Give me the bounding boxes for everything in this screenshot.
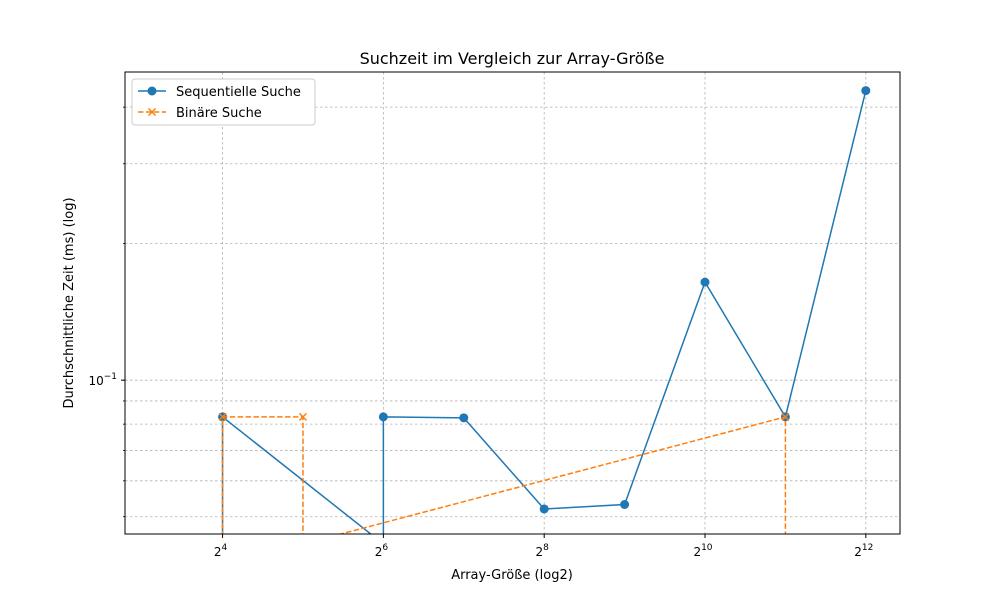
data-point [218, 412, 227, 421]
data-point [861, 86, 871, 96]
y-tick-label: 10−1 [88, 372, 117, 388]
data-point [459, 413, 469, 423]
data-point [700, 277, 710, 287]
x-tick-label: 24 [214, 543, 228, 559]
legend-marker [147, 107, 157, 117]
series-2 [218, 412, 790, 534]
series-line [221, 415, 787, 534]
legend-item: Binäre Suche [138, 106, 262, 121]
grid [125, 72, 900, 534]
legend-label: Binäre Suche [176, 106, 262, 121]
legend-label: Sequentielle Suche [176, 85, 301, 100]
data-point [539, 504, 549, 514]
series-1 [218, 86, 871, 534]
axis-ticks: 24 26 28 210 212 10−1 [88, 106, 873, 559]
legend: Sequentielle Suche Binäre Suche [131, 78, 316, 126]
chart-title: Suchzeit im Vergleich zur Array-Größe [360, 49, 665, 68]
data-point [378, 412, 388, 422]
plot-frame [124, 71, 901, 535]
x-tick-label: 210 [693, 543, 712, 559]
data-point [781, 412, 790, 421]
data-point [298, 412, 308, 421]
x-tick-label: 212 [854, 543, 873, 559]
x-tick-label: 26 [375, 543, 389, 559]
legend-marker [147, 86, 157, 96]
legend-item: Sequentielle Suche [138, 85, 301, 100]
y-axis-label: Durchschnittliche Zeit (ms) (log) [62, 197, 77, 408]
legend-frame [131, 78, 316, 126]
data-point [620, 499, 630, 509]
x-axis-label: Array-Größe (log2) [451, 568, 573, 583]
plot-series [218, 86, 871, 534]
x-tick-label: 28 [535, 543, 549, 559]
